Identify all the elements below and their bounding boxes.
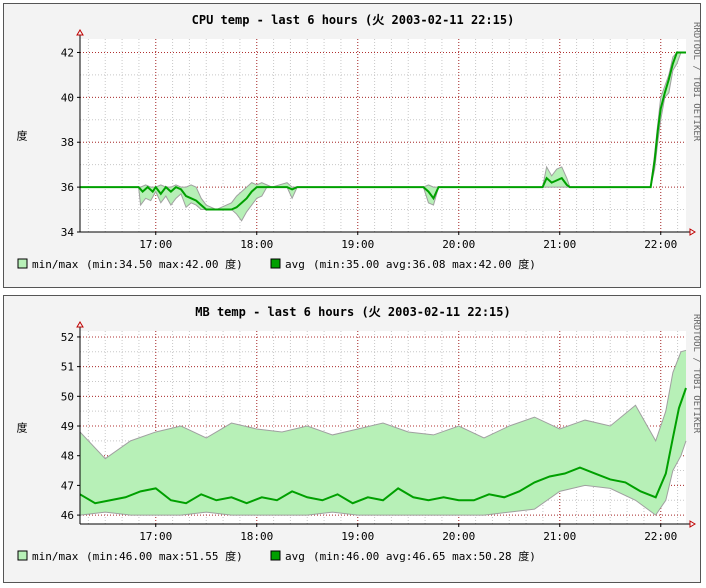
x-tick-label: 22:00 xyxy=(644,530,677,543)
max-line xyxy=(79,349,687,460)
y-tick-label: 50 xyxy=(61,390,74,403)
avg-line xyxy=(80,51,686,211)
plot-area xyxy=(80,39,686,232)
y-tick-label: 34 xyxy=(61,226,75,239)
y-axis-label: 度 xyxy=(17,129,28,143)
y-tick-label: 48 xyxy=(61,450,74,463)
legend-avg-label: avg xyxy=(285,550,305,563)
legend-minmax-label: min/max xyxy=(32,550,79,563)
x-tick-label: 19:00 xyxy=(341,530,374,543)
legend-minmax-stats: (min:46.00 max:51.55 度) xyxy=(86,549,243,563)
y-tick-label: 52 xyxy=(61,331,74,344)
y-tick-label: 36 xyxy=(61,181,74,194)
x-tick-label: 18:00 xyxy=(240,238,273,251)
legend-avg-stats: (min:46.00 avg:46.65 max:50.28 度) xyxy=(313,549,536,563)
chart-title: MB temp - last 6 hours (火 2003-02-11 22:… xyxy=(195,305,510,319)
x-axis-arrow xyxy=(689,228,696,236)
cpu-temp-chart-svg: CPU temp - last 6 hours (火 2003-02-11 22… xyxy=(17,13,702,271)
x-tick-label: 21:00 xyxy=(543,238,576,251)
legend-minmax-label: min/max xyxy=(32,258,79,271)
x-tick-label: 21:00 xyxy=(543,530,576,543)
legend-minmax-stats: (min:34.50 max:42.00 度) xyxy=(86,257,243,271)
y-tick-label: 47 xyxy=(61,479,74,492)
legend-avg-swatch xyxy=(270,258,281,269)
x-tick-label: 22:00 xyxy=(644,238,677,251)
x-tick-label: 20:00 xyxy=(442,530,475,543)
mb-temp-chart-svg: MB temp - last 6 hours (火 2003-02-11 22:… xyxy=(17,305,702,563)
y-tick-label: 51 xyxy=(61,361,74,374)
y-axis-label: 度 xyxy=(17,421,28,435)
x-tick-label: 18:00 xyxy=(240,530,273,543)
x-tick-label: 19:00 xyxy=(341,238,374,251)
y-axis-arrow xyxy=(76,321,84,328)
minmax-area xyxy=(80,350,686,516)
y-tick-label: 40 xyxy=(61,91,74,104)
rrdtool-credit: RRDTOOL / TOBI OETIKER xyxy=(691,22,701,142)
mb-temp-graph: MB temp - last 6 hours (火 2003-02-11 22:… xyxy=(3,295,701,583)
y-tick-label: 38 xyxy=(61,136,74,149)
y-tick-label: 42 xyxy=(61,46,74,59)
y-tick-label: 49 xyxy=(61,420,74,433)
avg-line xyxy=(79,387,687,505)
chart-title: CPU temp - last 6 hours (火 2003-02-11 22… xyxy=(192,13,515,27)
legend-minmax-swatch xyxy=(17,550,28,561)
x-tick-label: 17:00 xyxy=(139,238,172,251)
rrdtool-credit: RRDTOOL / TOBI OETIKER xyxy=(691,314,701,434)
legend-avg-swatch xyxy=(270,550,281,561)
cpu-temp-graph: CPU temp - last 6 hours (火 2003-02-11 22… xyxy=(3,3,701,288)
legend-minmax-swatch xyxy=(17,258,28,269)
y-axis-arrow xyxy=(76,29,84,36)
y-tick-label: 46 xyxy=(61,509,74,522)
x-tick-label: 20:00 xyxy=(442,238,475,251)
legend-avg-stats: (min:35.00 avg:36.08 max:42.00 度) xyxy=(313,257,536,271)
min-line xyxy=(79,440,687,516)
x-tick-label: 17:00 xyxy=(139,530,172,543)
legend-avg-label: avg xyxy=(285,258,305,271)
x-axis-arrow xyxy=(689,520,696,528)
